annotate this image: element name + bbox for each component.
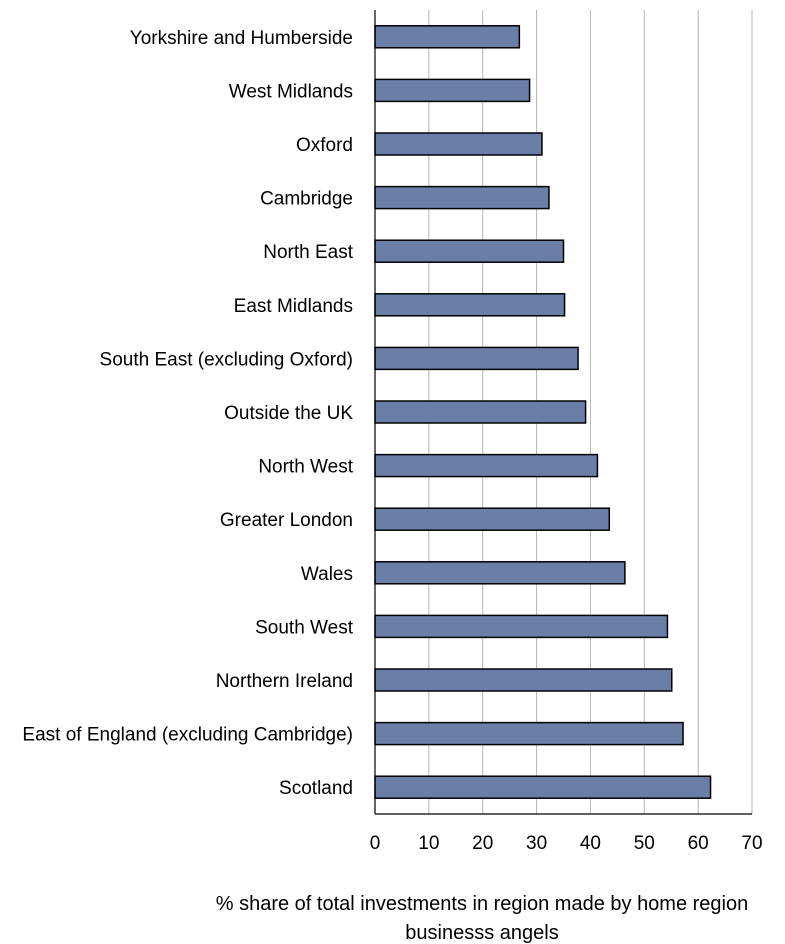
bar: [374, 78, 531, 103]
bar: [374, 775, 712, 799]
bar: [374, 132, 543, 156]
category-label: Scotland: [279, 778, 353, 799]
category-label: South West: [255, 617, 354, 638]
axes: [374, 10, 752, 815]
bar: [374, 25, 521, 49]
category-label: West Midlands: [229, 81, 353, 102]
category-label: South East (excluding Oxford): [100, 349, 353, 370]
x-tick-label: 0: [370, 833, 381, 854]
bar: [374, 561, 626, 585]
bar: [374, 185, 550, 210]
x-axis-title: % share of total investments in region m…: [216, 893, 749, 944]
category-label: North East: [263, 242, 353, 263]
x-axis-title-line-2: businesss angels: [405, 922, 558, 944]
x-tick-label: 70: [741, 833, 762, 854]
bar: [374, 507, 611, 531]
bar: [374, 293, 566, 317]
x-tick-label: 30: [526, 833, 547, 854]
bars: [374, 25, 712, 799]
category-label: Greater London: [220, 510, 353, 531]
category-label: Oxford: [296, 135, 353, 156]
x-tick-label: 20: [472, 833, 493, 854]
category-label: Cambridge: [260, 189, 353, 210]
bar: [374, 239, 565, 263]
category-label: Yorkshire and Humberside: [130, 28, 353, 49]
bar: [374, 668, 673, 692]
category-label: Outside the UK: [224, 403, 353, 424]
bar: [374, 614, 669, 639]
x-tick-labels: 0 10 20 30 40 50 60 70: [370, 833, 763, 854]
category-label: Wales: [301, 564, 353, 585]
bar: [374, 721, 684, 746]
category-label: North West: [258, 457, 353, 478]
category-label: Northern Ireland: [216, 671, 353, 692]
x-tick-label: 50: [634, 833, 655, 854]
x-axis-title-line-1: % share of total investments in region m…: [216, 893, 749, 915]
category-label: East of England (excluding Cambridge): [22, 725, 353, 746]
category-label: East Midlands: [234, 296, 353, 317]
bar: [374, 453, 599, 478]
x-tick-label: 10: [418, 833, 439, 854]
x-tick-label: 40: [580, 833, 601, 854]
category-labels: Yorkshire and Humberside West Midlands Oxf…: [22, 28, 353, 799]
bar: [374, 400, 587, 424]
bar: [374, 346, 579, 371]
x-tick-label: 60: [688, 833, 709, 854]
